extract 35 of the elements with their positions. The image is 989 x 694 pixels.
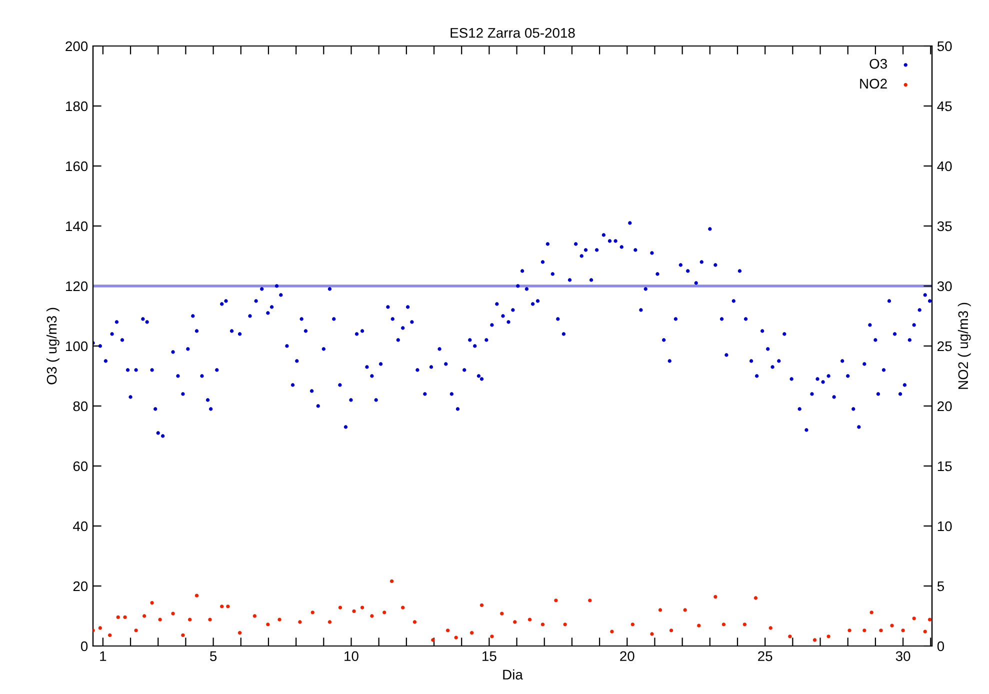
y2-tick-label: 40 [937, 161, 952, 172]
legend-label: O3 [870, 58, 887, 69]
y-tick-label: 60 [73, 461, 88, 472]
y-tick-label: 140 [66, 221, 88, 232]
y2-tick-label: 10 [938, 521, 952, 532]
y2-tick-label: 0 [937, 641, 944, 652]
y2-axis-title: NO2 ( ug/m3 ) [958, 302, 971, 389]
y-tick-label: 100 [66, 341, 88, 352]
y2-tick-label: 35 [937, 221, 952, 232]
y-tick-label: 160 [66, 161, 88, 172]
x-axis-title: Dia [503, 669, 523, 680]
y2-tick-label: 20 [938, 401, 952, 412]
legend-label: NO2 [860, 78, 887, 89]
x-tick-label: 15 [482, 651, 496, 662]
x-tick-label: 10 [344, 651, 358, 662]
y-tick-label: 200 [66, 41, 88, 52]
y2-tick-label: 50 [937, 41, 952, 52]
y-tick-label: 80 [73, 401, 88, 412]
x-tick-label: 1 [100, 651, 106, 661]
y2-tick-label: 45 [937, 101, 952, 112]
x-tick-label: 5 [210, 651, 217, 662]
y-tick-label: 180 [66, 101, 88, 112]
y-tick-label: 40 [73, 521, 88, 532]
y2-tick-label: 5 [937, 581, 944, 592]
y2-tick-label: 25 [938, 341, 952, 352]
x-tick-label: 20 [620, 651, 634, 662]
chart-title: ES12 Zarra 05-2018 [450, 28, 575, 38]
x-tick-label: 30 [896, 651, 910, 662]
x-tick-label: 25 [758, 651, 772, 662]
y-axis-title: O3 ( ug/m3 ) [46, 308, 60, 384]
y-tick-label: 0 [80, 641, 88, 652]
y-tick-label: 120 [66, 281, 88, 292]
y-tick-label: 20 [73, 581, 88, 592]
y2-tick-label: 30 [937, 281, 952, 292]
y2-tick-label: 15 [938, 461, 952, 472]
